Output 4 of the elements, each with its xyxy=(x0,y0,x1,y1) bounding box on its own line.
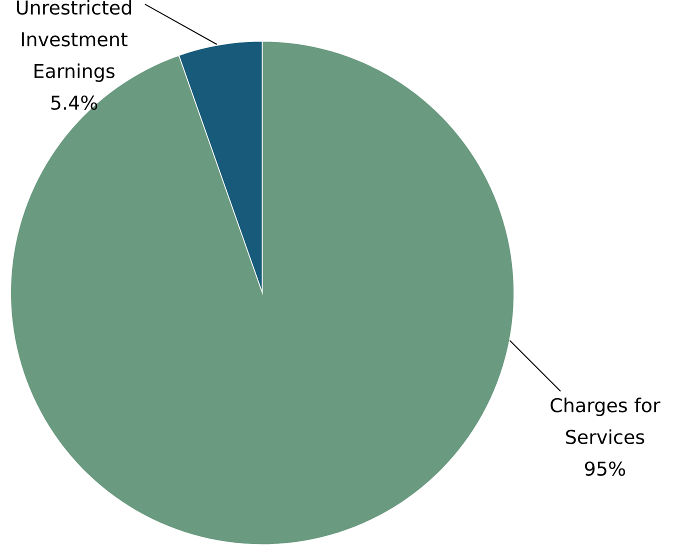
slice-label: Charges for Services xyxy=(550,398,660,444)
slice-label: Unrestricted Investment Earnings xyxy=(17,0,132,82)
data-label: 95% xyxy=(585,461,626,476)
data-label: 5.4% xyxy=(51,95,98,110)
